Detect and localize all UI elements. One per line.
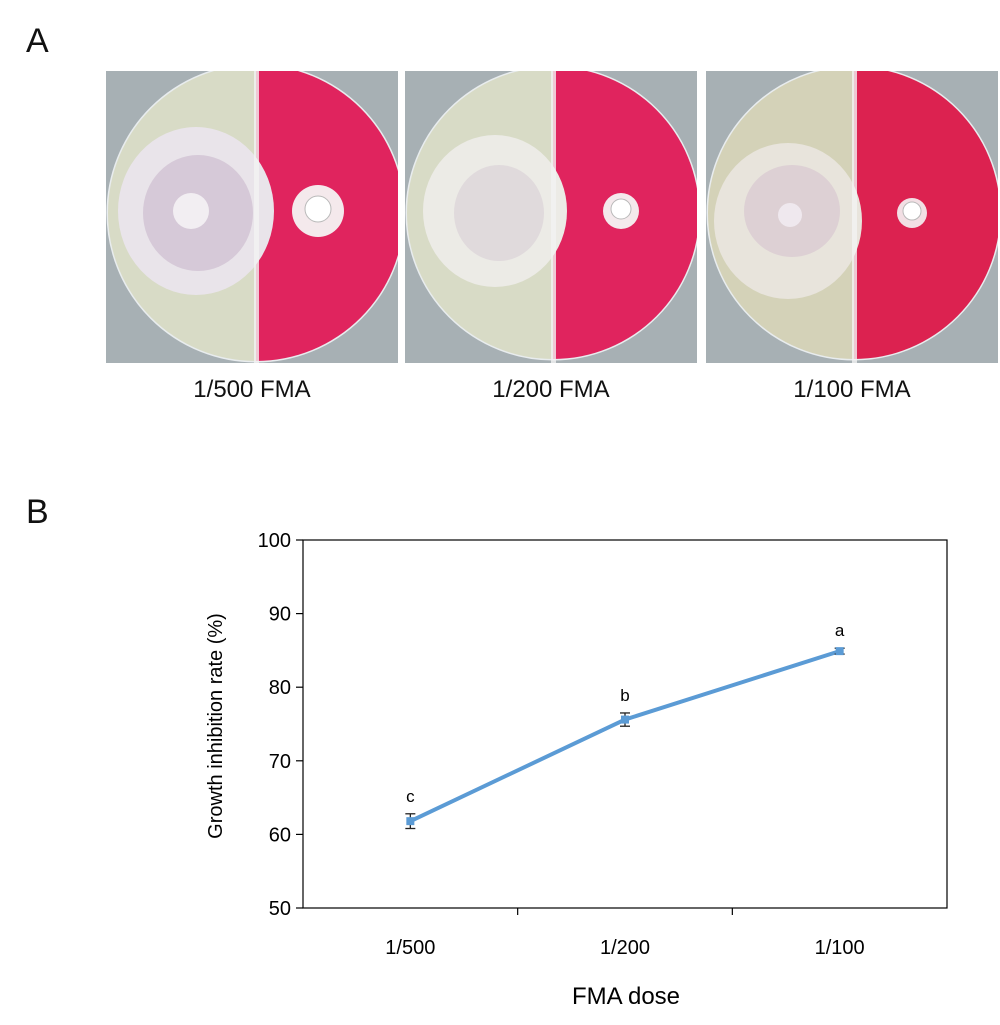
plate-caption-1: 1/500 FMA [193, 376, 311, 403]
x-tick-group: 1/500 1/200 1/100 [385, 908, 865, 959]
series-group: c b a [405, 621, 845, 830]
y-tick-label: 50 [269, 898, 291, 920]
growth-inhibition-chart: 50 60 70 80 90 100 1/500 1/200 1/100 c b a Growth… [205, 530, 948, 1010]
petri-plate-photo-1 [106, 71, 398, 363]
significance-letter: a [835, 621, 845, 640]
plate-caption-2: 1/200 FMA [492, 376, 610, 403]
y-tick-label: 70 [269, 751, 291, 773]
plate-caption-3: 1/100 FMA [793, 376, 911, 403]
data-point [835, 647, 844, 656]
y-tick-label: 60 [269, 824, 291, 846]
y-tick-label: 100 [258, 530, 291, 552]
data-point [621, 715, 629, 724]
significance-letter: c [406, 787, 415, 806]
y-tick-label: 80 [269, 677, 291, 699]
y-tick-label: 90 [269, 604, 291, 626]
y-axis-label: Growth inhibition rate (%) [205, 613, 227, 839]
chart-axes [302, 539, 948, 909]
x-tick-label: 1/100 [815, 937, 865, 959]
x-tick-label: 1/200 [600, 937, 650, 959]
plot-frame [302, 539, 948, 909]
series-line [409, 649, 841, 823]
x-tick-label: 1/500 [385, 937, 435, 959]
panel-a-label: A [26, 22, 49, 60]
y-tick-group: 50 60 70 80 90 100 [258, 530, 303, 920]
petri-plate-photo-2 [405, 71, 697, 363]
x-axis-label: FMA dose [572, 983, 680, 1010]
data-point [406, 817, 415, 826]
panel-b-label: B [26, 493, 49, 531]
significance-letter: b [620, 686, 629, 705]
petri-plate-photo-3 [706, 71, 998, 363]
